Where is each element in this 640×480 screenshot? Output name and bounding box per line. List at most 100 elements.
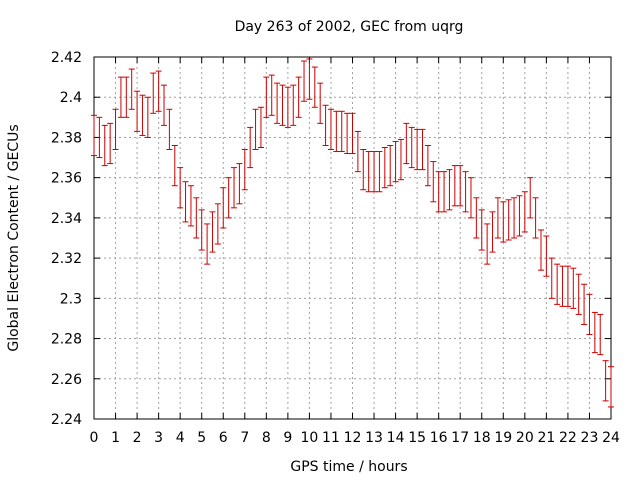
x-tick-label: 8 (262, 430, 271, 446)
data-point (462, 171, 469, 213)
x-tick-label: 11 (322, 430, 340, 446)
data-point (284, 86, 291, 128)
data-point (317, 82, 324, 124)
data-point (354, 130, 361, 173)
data-point (274, 82, 281, 124)
data-point (397, 138, 404, 181)
x-tick-label: 3 (154, 430, 163, 446)
data-point (344, 112, 351, 155)
x-tick-label: 0 (90, 430, 99, 446)
data-point (376, 151, 383, 193)
data-point (403, 122, 410, 165)
data-point (419, 128, 426, 171)
x-tick-label: 10 (301, 430, 319, 446)
y-tick-label: 2.38 (51, 130, 82, 146)
data-point (166, 108, 173, 151)
data-point (128, 68, 135, 110)
data-point (360, 149, 367, 191)
data-point (608, 366, 614, 408)
data-point (279, 84, 286, 126)
x-tick-label: 9 (283, 430, 292, 446)
x-tick-label: 22 (559, 430, 577, 446)
data-point (247, 126, 254, 169)
data-point (338, 110, 345, 153)
y-tick-label: 2.26 (51, 372, 82, 388)
chart-title: Day 263 of 2002, GEC from uqrg (235, 19, 464, 35)
data-point (527, 177, 534, 219)
data-point (268, 74, 275, 116)
data-point (327, 108, 334, 151)
data-point (117, 76, 124, 118)
data-point (161, 84, 168, 126)
y-tick-label: 2.34 (51, 211, 82, 227)
x-tick-label: 12 (344, 430, 362, 446)
data-point (473, 197, 480, 239)
x-tick-label: 14 (387, 430, 405, 446)
y-tick-label: 2.42 (51, 50, 82, 66)
data-point (446, 169, 453, 211)
data-point (333, 110, 340, 153)
data-point (591, 311, 598, 354)
data-point (554, 263, 561, 305)
data-point (198, 209, 205, 251)
x-tick-label: 1 (111, 430, 120, 446)
data-point (511, 197, 518, 239)
y-tick-label: 2.4 (60, 90, 82, 106)
data-point (602, 360, 609, 402)
x-tick-label: 19 (494, 430, 512, 446)
data-point (231, 167, 238, 209)
data-point (263, 76, 270, 118)
data-point (150, 72, 157, 114)
y-tick-label: 2.28 (51, 332, 82, 348)
data-point (537, 229, 544, 271)
x-tick-labels: 0 1 2 3 4 5 6 7 8 9 10 11 12 13 14 15 16 17 18 19 20 21 22 23 24 (90, 430, 620, 446)
data-point (586, 293, 593, 336)
data-point (220, 187, 227, 229)
x-tick-label: 7 (240, 430, 249, 446)
x-tick-label: 15 (408, 430, 426, 446)
data-point (306, 58, 313, 100)
data-point (209, 211, 216, 253)
data-point (500, 201, 507, 243)
y-tick-label: 2.24 (51, 412, 82, 428)
data-point (204, 223, 211, 265)
data-point (564, 265, 571, 307)
data-point (295, 76, 302, 118)
x-tick-label: 16 (430, 430, 448, 446)
data-point (484, 223, 491, 265)
data-point (392, 140, 399, 183)
data-point (349, 112, 356, 155)
data-point (435, 171, 442, 213)
data-point (494, 197, 501, 239)
data-point (134, 90, 141, 132)
data-point (441, 171, 448, 213)
data-point (144, 96, 151, 138)
data-point (408, 126, 415, 169)
data-point (187, 185, 194, 227)
data-point (101, 124, 108, 167)
data-point (521, 191, 528, 233)
data-point (575, 273, 582, 315)
data-point (559, 265, 566, 307)
data-point (112, 108, 119, 151)
data-point (548, 257, 555, 299)
data-point (570, 267, 577, 309)
data-point (139, 94, 146, 136)
data-series (91, 58, 614, 408)
data-point (597, 313, 604, 356)
data-point (489, 211, 496, 253)
y-tick-label: 2.32 (51, 251, 82, 267)
data-point (365, 151, 372, 193)
data-point (532, 197, 539, 239)
data-point (107, 122, 114, 165)
data-point (311, 66, 318, 108)
x-tick-label: 21 (537, 430, 555, 446)
data-point (96, 116, 103, 159)
data-point (225, 177, 232, 219)
data-point (252, 108, 259, 151)
x-tick-label: 20 (516, 430, 534, 446)
data-point (371, 151, 378, 193)
data-point (430, 161, 437, 203)
x-tick-label: 17 (451, 430, 469, 446)
x-tick-label: 4 (176, 430, 185, 446)
